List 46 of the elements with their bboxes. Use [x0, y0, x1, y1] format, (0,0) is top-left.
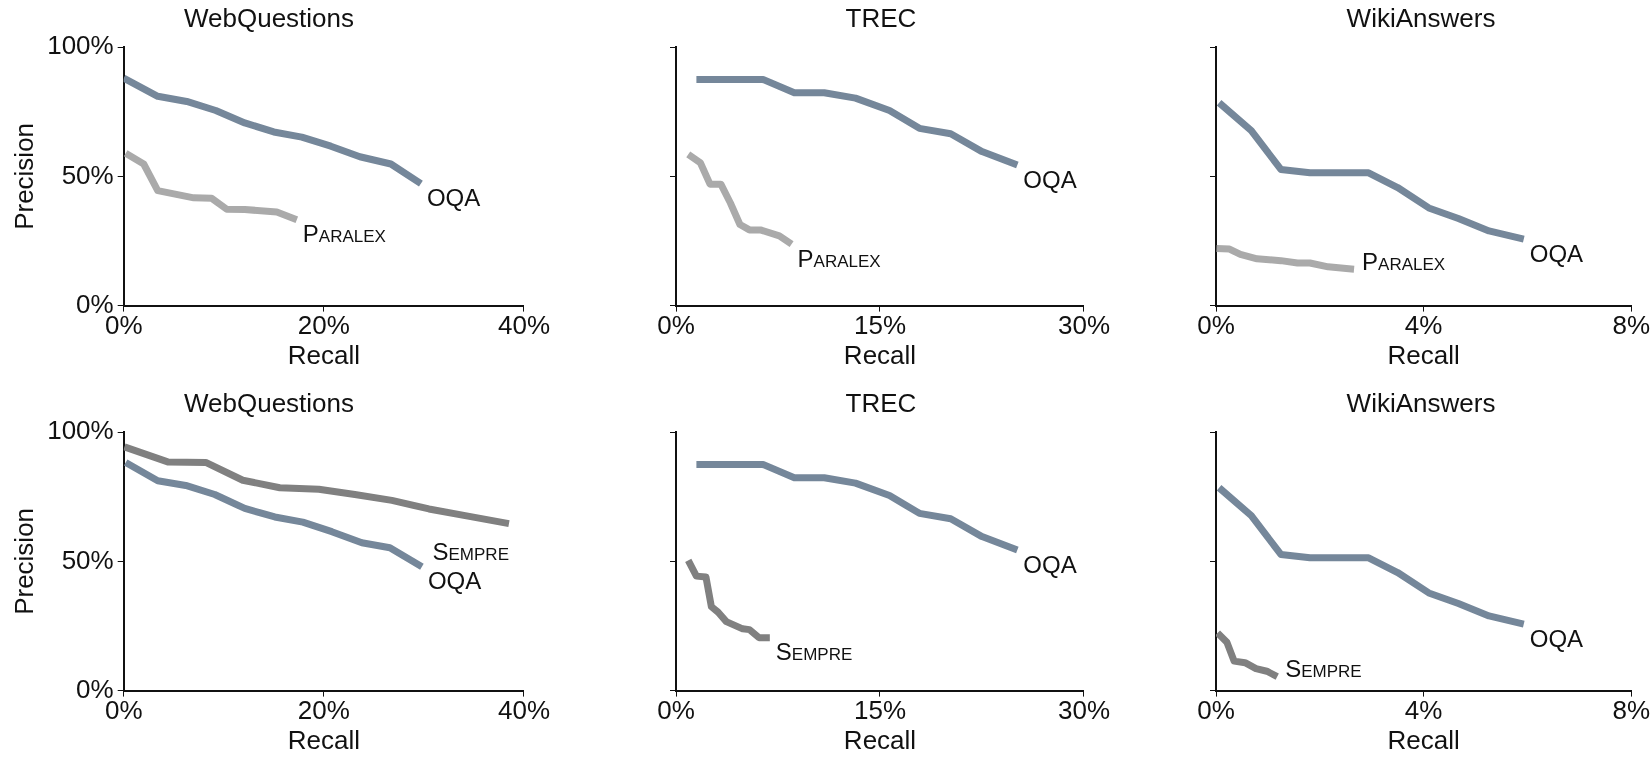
x-axis-title: Recall	[1387, 724, 1460, 755]
y-tick-label: 100%	[47, 415, 114, 446]
chart-title: TREC	[845, 2, 917, 33]
x-tick-label: 20%	[297, 695, 350, 726]
y-tick-label: 50%	[61, 159, 114, 190]
x-axis-title: Recall	[843, 724, 917, 755]
series-label: OQA	[1529, 624, 1584, 652]
x-tick-label: 15%	[853, 695, 907, 726]
x-tick-label: 0%	[657, 310, 695, 341]
series-label: OQA	[426, 184, 481, 212]
x-axis-title: Recall	[287, 339, 360, 370]
y-tick-label: 100%	[47, 30, 114, 61]
chart-title: WebQuestions	[183, 387, 355, 418]
y-tick-label: 50%	[61, 544, 114, 575]
y-axis-title: Precision	[8, 507, 39, 615]
x-axis-title: Recall	[287, 724, 360, 755]
x-tick-label: 0%	[1197, 695, 1235, 726]
x-tick-label: 8%	[1612, 695, 1650, 726]
y-axis-title: Precision	[8, 122, 39, 230]
chart-title: WebQuestions	[183, 2, 355, 33]
series-label: Sempre	[1285, 655, 1362, 683]
series-label: OQA	[427, 567, 482, 595]
x-tick-label: 40%	[497, 695, 550, 726]
series-label: Paralex	[1362, 247, 1446, 275]
series-label: OQA	[1023, 165, 1077, 193]
series-label: OQA	[1023, 550, 1077, 578]
series-label: Paralex	[302, 220, 386, 248]
series-label: OQA	[1529, 239, 1584, 267]
x-tick-label: 0%	[657, 695, 695, 726]
x-tick-label: 15%	[853, 310, 907, 341]
x-tick-label: 4%	[1404, 310, 1443, 341]
x-axis-title: Recall	[1387, 339, 1460, 370]
x-tick-label: 40%	[497, 310, 550, 341]
chart-title: WikiAnswers	[1346, 2, 1496, 33]
series-label: Paralex	[797, 244, 881, 272]
x-axis-title: Recall	[843, 339, 917, 370]
chart-title: WikiAnswers	[1346, 387, 1496, 418]
chart-title: TREC	[845, 387, 917, 418]
x-tick-label: 8%	[1612, 310, 1650, 341]
x-tick-label: 0%	[1197, 310, 1235, 341]
x-tick-label: 30%	[1057, 310, 1110, 341]
series-label: Sempre	[775, 638, 853, 666]
series-label: Sempre	[432, 538, 509, 566]
x-tick-label: 30%	[1057, 695, 1110, 726]
x-tick-label: 4%	[1404, 695, 1443, 726]
x-tick-label: 20%	[297, 310, 350, 341]
